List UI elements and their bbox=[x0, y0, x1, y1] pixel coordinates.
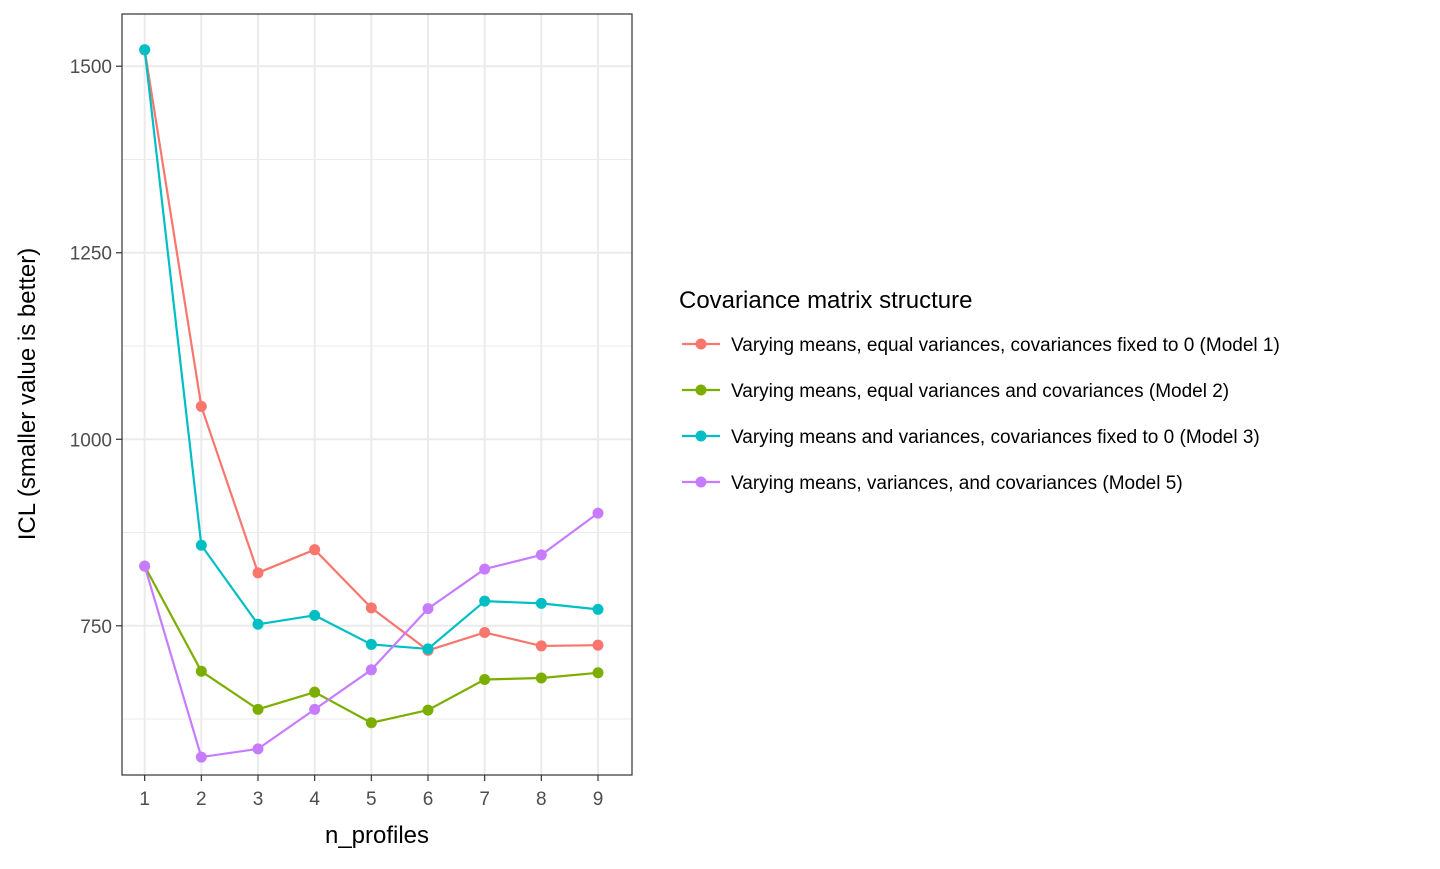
x-tick-label: 4 bbox=[309, 789, 320, 810]
x-tick-label: 7 bbox=[479, 789, 490, 810]
legend-key-point bbox=[695, 338, 707, 350]
data-point bbox=[535, 597, 547, 609]
legend-item: Varying means, variances, and covariance… bbox=[682, 473, 1183, 494]
x-tick-label: 8 bbox=[536, 789, 547, 810]
grid bbox=[122, 14, 632, 775]
legend-item: Varying means, equal variances and covar… bbox=[682, 381, 1229, 402]
y-tick-label: 1500 bbox=[70, 57, 112, 78]
data-point bbox=[535, 640, 547, 652]
data-point bbox=[139, 44, 151, 56]
data-point bbox=[592, 603, 604, 615]
legend-label: Varying means and variances, covariances… bbox=[731, 427, 1260, 448]
legend-key-point bbox=[695, 476, 707, 488]
data-point bbox=[139, 560, 151, 572]
data-point bbox=[195, 751, 207, 763]
x-tick-label: 1 bbox=[139, 789, 150, 810]
y-tick-label: 1250 bbox=[70, 244, 112, 265]
y-tick-label: 1000 bbox=[70, 430, 112, 451]
data-point bbox=[309, 703, 321, 715]
legend-key-point bbox=[695, 430, 707, 442]
legend-key-point bbox=[695, 384, 707, 396]
data-point bbox=[252, 703, 264, 715]
legend-item: Varying means, equal variances, covarian… bbox=[682, 335, 1280, 356]
data-point bbox=[479, 595, 491, 607]
x-tick-label: 5 bbox=[366, 789, 377, 810]
x-tick-label: 2 bbox=[196, 789, 207, 810]
x-tick-label: 3 bbox=[253, 789, 264, 810]
data-point bbox=[195, 400, 207, 412]
data-point bbox=[252, 618, 264, 630]
legend-title: Covariance matrix structure bbox=[679, 287, 972, 314]
data-point bbox=[479, 626, 491, 638]
data-point bbox=[422, 704, 434, 716]
series-3 bbox=[139, 44, 604, 655]
data-point bbox=[479, 563, 491, 575]
legend-items: Varying means, equal variances, covarian… bbox=[682, 335, 1280, 494]
data-point bbox=[479, 674, 491, 686]
data-point bbox=[195, 665, 207, 677]
legend-label: Varying means, variances, and covariance… bbox=[731, 473, 1183, 494]
data-point bbox=[535, 549, 547, 561]
data-point bbox=[535, 672, 547, 684]
x-axis-title: n_profiles bbox=[325, 822, 429, 849]
data-point bbox=[309, 686, 321, 698]
data-point bbox=[252, 743, 264, 755]
data-point bbox=[422, 603, 434, 615]
x-tick-label: 9 bbox=[593, 789, 604, 810]
x-tick-label: 6 bbox=[423, 789, 434, 810]
legend-item: Varying means and variances, covariances… bbox=[682, 427, 1260, 448]
data-point bbox=[309, 609, 321, 621]
data-point bbox=[252, 567, 264, 579]
data-point bbox=[365, 602, 377, 614]
data-point bbox=[592, 639, 604, 651]
data-point bbox=[195, 539, 207, 551]
data-point bbox=[365, 638, 377, 650]
data-point bbox=[365, 717, 377, 729]
data-point bbox=[422, 643, 434, 655]
data-point bbox=[592, 667, 604, 679]
y-tick-label: 750 bbox=[80, 617, 112, 638]
data-point bbox=[592, 507, 604, 519]
plot-panel-border bbox=[121, 13, 633, 776]
legend-label: Varying means, equal variances, covarian… bbox=[731, 335, 1280, 356]
series-layer bbox=[139, 44, 604, 763]
legend: Covariance matrix structure Varying mean… bbox=[679, 287, 1280, 494]
data-point bbox=[309, 544, 321, 556]
axes: 750 1000 1250 1500 1 2 3 4 5 6 7 8 9 bbox=[70, 57, 604, 810]
y-axis-title: ICL (smaller value is better) bbox=[14, 248, 41, 541]
series-4 bbox=[139, 507, 604, 763]
data-point bbox=[365, 664, 377, 676]
legend-label: Varying means, equal variances and covar… bbox=[731, 381, 1229, 402]
